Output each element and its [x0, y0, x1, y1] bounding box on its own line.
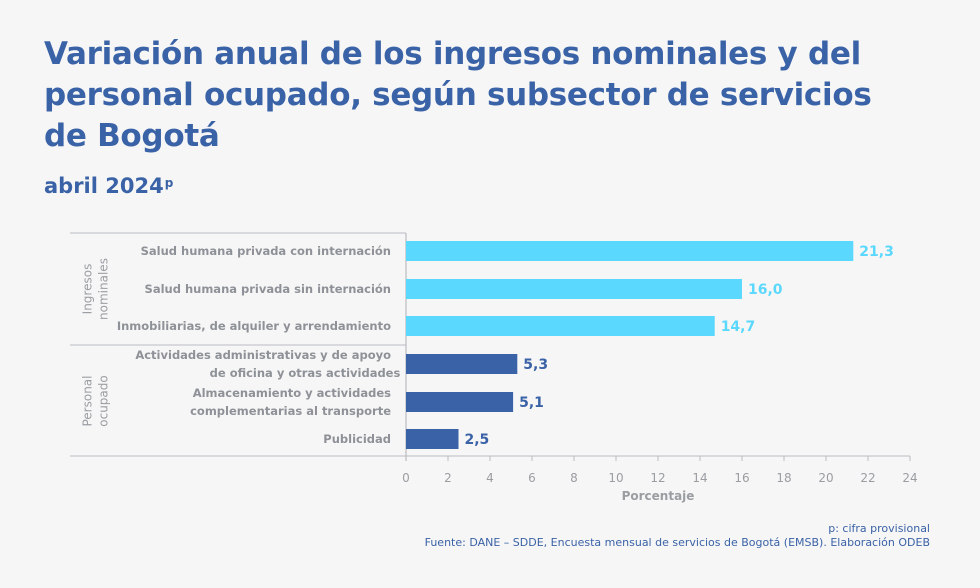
category-label: Actividades administrativas y de apoyo — [135, 348, 391, 362]
x-tick-label: 6 — [528, 471, 536, 485]
data-label: 5,3 — [523, 357, 548, 373]
x-tick-label: 22 — [860, 471, 875, 485]
footnote-provisional: p: cifra provisional — [828, 522, 930, 535]
x-tick-label: 12 — [650, 471, 665, 485]
bar — [406, 392, 514, 412]
source-note: Fuente: DANE – SDDE, Encuesta mensual de… — [424, 536, 930, 549]
period-label: abril 2024 — [44, 174, 164, 198]
provisional-mark: p — [164, 176, 174, 190]
x-tick-label: 10 — [608, 471, 623, 485]
x-tick-label: 20 — [818, 471, 833, 485]
group-label: ocupado — [97, 375, 111, 426]
category-label: de oficina y otras actividades — [210, 366, 401, 380]
data-label: 21,3 — [859, 244, 894, 260]
data-label: 16,0 — [748, 282, 783, 298]
x-tick-label: 14 — [692, 471, 707, 485]
x-tick-label: 2 — [444, 471, 452, 485]
chart-subtitle: abril 2024p — [44, 174, 173, 198]
group-label: nominales — [97, 258, 111, 320]
bar — [406, 279, 742, 299]
x-tick-label: 18 — [776, 471, 791, 485]
category-label: Publicidad — [323, 432, 391, 446]
group-label: Personal — [81, 375, 95, 426]
x-tick-label: 16 — [734, 471, 749, 485]
x-axis-label: Porcentaje — [622, 489, 695, 503]
x-tick-label: 4 — [486, 471, 494, 485]
category-label: Salud humana privada con internación — [141, 244, 391, 258]
chart-title: Variación anual de los ingresos nominale… — [44, 36, 872, 154]
group-label: Ingresos — [81, 264, 95, 315]
x-tick-label: 8 — [570, 471, 578, 485]
bar — [406, 429, 459, 449]
category-label: complementarias al transporte — [190, 404, 391, 418]
bar — [406, 316, 715, 336]
x-tick-label: 24 — [902, 471, 917, 485]
data-label: 14,7 — [721, 319, 756, 335]
bar — [406, 241, 854, 261]
bar — [406, 354, 518, 374]
category-label: Salud humana privada sin internación — [145, 282, 391, 296]
data-label: 2,5 — [465, 432, 490, 448]
x-tick-label: 0 — [402, 471, 410, 485]
category-label: Almacenamiento y actividades — [193, 386, 391, 400]
category-label: Inmobiliarias, de alquiler y arrendamien… — [117, 319, 391, 333]
data-label: 5,1 — [519, 395, 544, 411]
